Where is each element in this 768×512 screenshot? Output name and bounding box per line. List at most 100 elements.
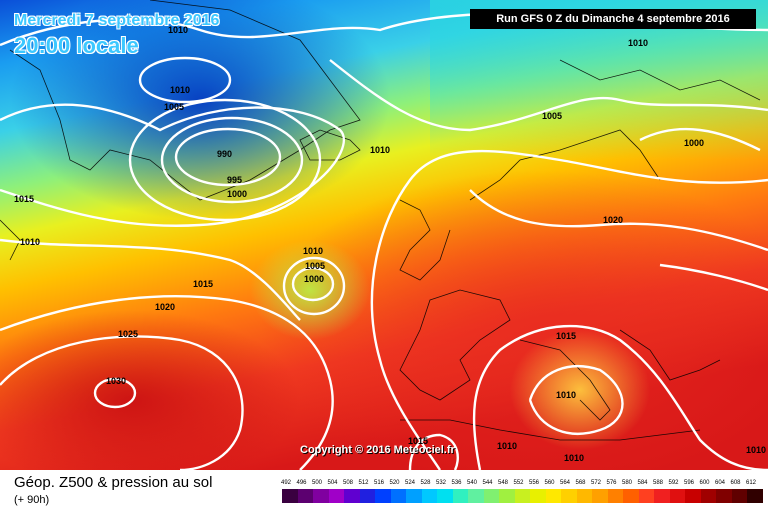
scale-label: 552 [513, 480, 524, 486]
scale-label: 592 [668, 480, 679, 486]
isobar-label: 1030 [106, 376, 126, 386]
isobar-label: 1015 [408, 436, 428, 446]
run-banner: Run GFS 0 Z du Dimanche 4 septembre 2016 [470, 9, 756, 29]
scale-swatch [483, 489, 499, 503]
scale-swatch [685, 489, 701, 503]
scale-swatch [375, 489, 391, 503]
isobar-label: 1010 [746, 445, 766, 455]
scale-swatch [406, 489, 422, 503]
scale-swatch [514, 489, 530, 503]
forecast-offset: (+ 90h) [14, 494, 50, 506]
isobar-label: 1010 [168, 25, 188, 35]
scale-label: 560 [544, 480, 555, 486]
isobar-labels: 1010 1010 1005 990 995 1000 1010 1015 10… [14, 25, 766, 463]
scale-label: 564 [559, 480, 570, 486]
isobar-label: 1005 [305, 261, 325, 271]
scale-label: 572 [590, 480, 601, 486]
scale-swatch [437, 489, 453, 503]
scale-label: 524 [404, 480, 415, 486]
scale-label: 580 [621, 480, 632, 486]
isobar-label: 1010 [497, 441, 517, 451]
forecast-date: Mercredi 7 septembre 2016 [14, 12, 220, 29]
scale-swatch [344, 489, 360, 503]
scale-label: 540 [466, 480, 477, 486]
isobar-label: 1015 [14, 194, 34, 204]
scale-swatch [297, 489, 313, 503]
isobar-label: 1000 [684, 138, 704, 148]
scale-label: 584 [637, 480, 648, 486]
coastlines [0, 0, 761, 441]
scale-label: 548 [497, 480, 508, 486]
isobar-label: 1020 [155, 302, 175, 312]
scale-label: 508 [342, 480, 353, 486]
scale-label: 516 [373, 480, 384, 486]
isobar-label: 1010 [170, 85, 190, 95]
isobar-label: 1010 [303, 246, 323, 256]
scale-swatch [716, 489, 732, 503]
scale-swatch [313, 489, 329, 503]
isobar-label: 1000 [304, 274, 324, 284]
scale-swatch [468, 489, 484, 503]
scale-label: 604 [714, 480, 725, 486]
isobar-label: 1010 [564, 453, 584, 463]
weather-map: 1010 1010 1005 990 995 1000 1010 1015 10… [0, 0, 768, 470]
scale-label: 544 [482, 480, 493, 486]
scale-swatch [623, 489, 639, 503]
scale-swatch [421, 489, 437, 503]
scale-swatch [390, 489, 406, 503]
map-title: Géop. Z500 & pression au sol [14, 474, 213, 491]
scale-swatch [452, 489, 468, 503]
isobar-label: 1020 [603, 215, 623, 225]
color-scale: 492 496 500 504 508 512 516 520 524 528 532 536 540 5… [281, 480, 763, 508]
isobar-label: 1010 [20, 237, 40, 247]
isobar-label: 1010 [556, 390, 576, 400]
scale-swatch [561, 489, 577, 503]
isobar-label: 1000 [227, 189, 247, 199]
scale-label: 492 [280, 480, 291, 486]
scale-swatch [607, 489, 623, 503]
scale-label: 528 [420, 480, 431, 486]
scale-label: 612 [745, 480, 756, 486]
scale-label: 556 [528, 480, 539, 486]
scale-swatch [282, 489, 298, 503]
scale-swatch [530, 489, 546, 503]
scale-swatch [545, 489, 561, 503]
isobar-label: 1010 [628, 38, 648, 48]
scale-swatch [328, 489, 344, 503]
scale-label: 588 [652, 480, 663, 486]
greenland-low-field [10, 0, 390, 220]
scale-label: 608 [730, 480, 741, 486]
scale-label: 600 [699, 480, 710, 486]
isobars [0, 12, 768, 470]
isobar-label: 990 [217, 149, 232, 159]
isobar-label: 1015 [556, 331, 576, 341]
isobar-label: 1005 [164, 102, 184, 112]
atlantic-high-field [0, 310, 300, 470]
scale-swatch [576, 489, 592, 503]
scale-swatch [731, 489, 747, 503]
scale-swatch [747, 489, 763, 503]
copyright: Copyright © 2016 Meteociel.fr [300, 444, 455, 456]
scale-swatch [669, 489, 685, 503]
scale-swatch [700, 489, 716, 503]
scale-label: 512 [358, 480, 369, 486]
scale-label: 504 [327, 480, 338, 486]
footer: Géop. Z500 & pression au sol (+ 90h) 492… [0, 470, 768, 512]
scale-swatch [499, 489, 515, 503]
isobar-label: 1005 [542, 111, 562, 121]
isobar-label: 995 [227, 175, 242, 185]
scale-swatch [592, 489, 608, 503]
scale-label: 576 [606, 480, 617, 486]
scale-label: 568 [575, 480, 586, 486]
isobar-label: 1025 [118, 329, 138, 339]
scale-label: 520 [389, 480, 400, 486]
scale-label: 496 [296, 480, 307, 486]
isobar-label: 1010 [370, 145, 390, 155]
isobar-label: 1015 [193, 279, 213, 289]
scale-label: 596 [683, 480, 694, 486]
scale-label: 532 [435, 480, 446, 486]
scale-swatch [359, 489, 375, 503]
scale-label: 500 [311, 480, 322, 486]
forecast-time: 20:00 locale [14, 33, 139, 58]
scale-label: 536 [451, 480, 462, 486]
